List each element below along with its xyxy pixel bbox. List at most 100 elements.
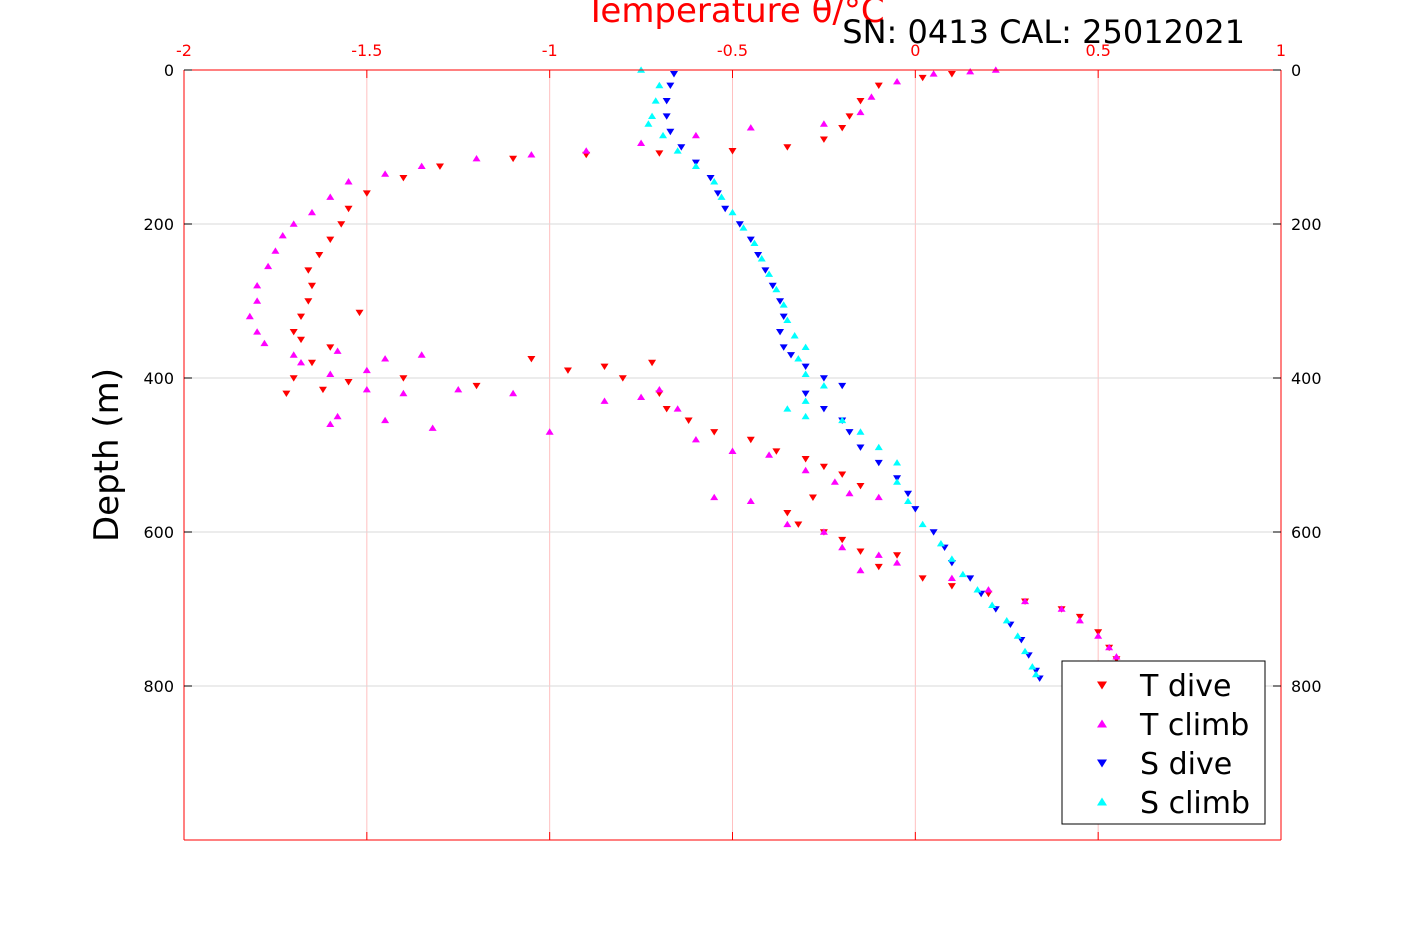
data-point: [808, 494, 817, 501]
data-point: [509, 389, 518, 397]
data-point: [662, 98, 671, 105]
data-point: [1028, 663, 1037, 670]
data-point: [333, 347, 342, 354]
data-point: [344, 178, 353, 185]
data-point: [856, 98, 865, 105]
data-point: [278, 231, 287, 239]
data-point: [819, 120, 828, 127]
data-point: [1057, 605, 1066, 612]
data-point: [1075, 616, 1084, 624]
data-point: [801, 412, 810, 420]
data-point: [966, 575, 975, 582]
data-point: [838, 124, 847, 132]
data-point: [819, 382, 828, 389]
data-point: [794, 521, 803, 528]
data-point: [728, 148, 737, 155]
x-tick-label: -1.5: [351, 41, 382, 60]
y-axis-label: Depth (m): [87, 368, 127, 542]
data-point: [918, 520, 927, 528]
y-tick-label-left: 400: [143, 369, 174, 388]
legend-entry-label: T climb: [1139, 708, 1249, 743]
data-point: [260, 339, 269, 347]
data-point: [428, 424, 437, 431]
legend-marker: [1097, 681, 1107, 690]
data-point: [710, 493, 719, 501]
data-point: [867, 93, 876, 100]
data-point: [563, 367, 572, 374]
y-tick-label-right: 0: [1291, 61, 1301, 80]
data-point: [761, 267, 770, 274]
data-point: [947, 574, 956, 581]
y-tick-label-left: 0: [164, 61, 174, 80]
data-point: [1002, 616, 1011, 624]
data-point: [765, 451, 774, 458]
data-point: [304, 267, 313, 274]
data-point: [289, 375, 298, 382]
data-point: [783, 520, 792, 528]
data-point: [779, 301, 788, 308]
data-point: [637, 393, 646, 401]
data-point: [307, 282, 316, 290]
data-point: [669, 71, 678, 78]
series-s-climb: [637, 66, 1041, 678]
x-axis-label: Temperature θ/°C: [584, 0, 884, 31]
data-point: [651, 97, 660, 104]
data-point: [801, 466, 810, 474]
data-point: [691, 131, 700, 139]
data-point: [326, 236, 335, 243]
data-point: [776, 329, 785, 336]
data-point: [282, 390, 291, 397]
data-point: [318, 386, 327, 394]
data-point: [307, 208, 316, 216]
data-point: [765, 270, 774, 277]
data-point: [304, 298, 313, 305]
data-point: [245, 312, 254, 320]
y-tick-label-right: 400: [1291, 369, 1322, 388]
data-point: [856, 428, 865, 435]
data-point: [381, 170, 390, 177]
data-point: [772, 285, 781, 293]
data-point: [918, 74, 927, 82]
data-point: [801, 363, 810, 371]
data-point: [472, 154, 481, 162]
legend-marker: [1097, 759, 1107, 768]
data-point: [289, 220, 298, 227]
data-point: [399, 175, 408, 182]
x-tick-label: 0.5: [1085, 41, 1110, 60]
data-point: [845, 113, 854, 120]
data-point: [253, 297, 262, 304]
data-point: [253, 328, 262, 335]
data-point: [333, 412, 342, 420]
data-point: [600, 397, 609, 404]
data-point: [779, 344, 788, 351]
data-point: [618, 375, 627, 382]
legend-entry-label: S climb: [1140, 786, 1250, 821]
data-point: [904, 497, 913, 504]
y-tick-label-left: 600: [143, 523, 174, 542]
data-point: [819, 375, 828, 382]
data-point: [801, 370, 810, 377]
data-point: [856, 548, 865, 555]
data-point: [355, 309, 364, 317]
data-point: [1105, 643, 1114, 651]
x-tick-label: -0.5: [717, 41, 748, 60]
data-point: [819, 406, 828, 413]
data-point: [735, 221, 744, 228]
data-point: [750, 239, 759, 247]
data-point: [893, 459, 902, 466]
data-point: [253, 282, 262, 289]
data-point: [874, 551, 883, 558]
axes: [183, 69, 1282, 841]
data-point: [801, 343, 810, 350]
data-point: [673, 147, 682, 154]
y-tick-label-left: 800: [143, 677, 174, 696]
data-point: [673, 405, 682, 412]
data-point: [838, 416, 847, 424]
data-point: [904, 490, 913, 498]
data-point: [746, 124, 755, 131]
data-point: [845, 489, 854, 497]
data-point: [984, 586, 993, 593]
data-point: [1112, 653, 1121, 660]
